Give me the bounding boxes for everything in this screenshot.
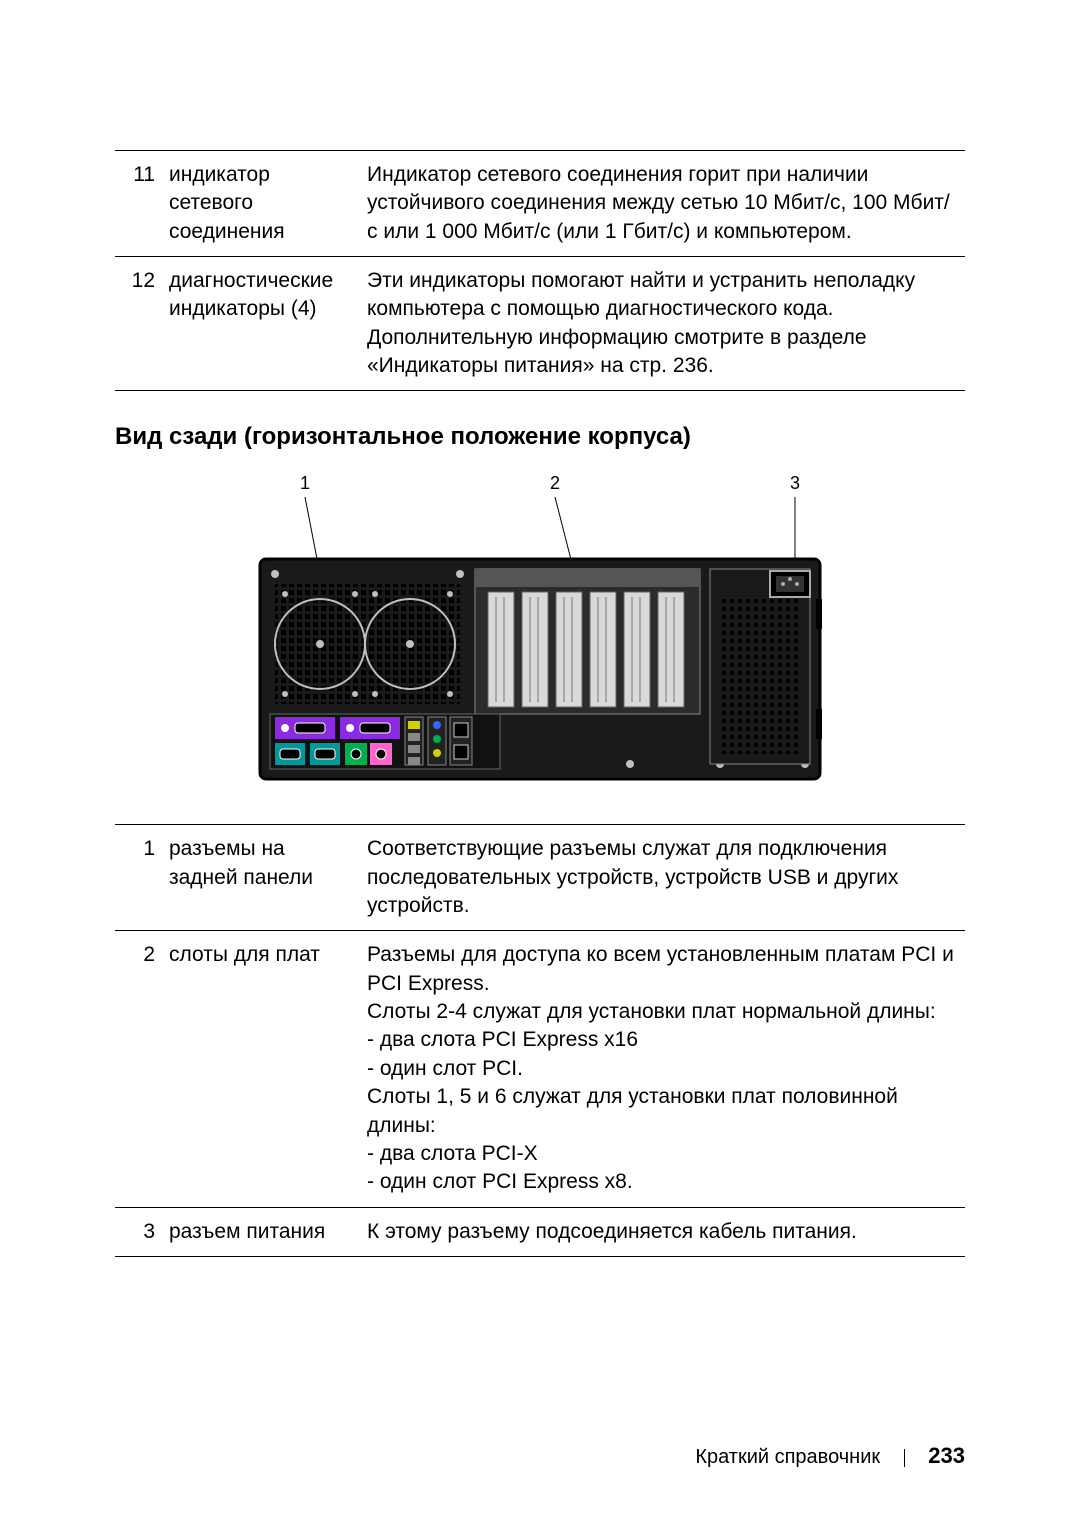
rear-view-diagram: 1 2 3 (240, 469, 840, 794)
row-term: индикатор сетевого соединения (169, 151, 367, 257)
page-footer: Краткий справочник 233 (695, 1443, 965, 1469)
row-number: 12 (115, 257, 169, 391)
row-description: К этому разъему подсоединяется кабель пи… (367, 1207, 965, 1256)
callout-2: 2 (550, 473, 560, 493)
bottom-reference-table: 1 разъемы на задней панели Соответствующ… (115, 824, 965, 1256)
page-number: 233 (928, 1443, 965, 1468)
callout-3: 3 (790, 473, 800, 493)
footer-section-label: Краткий справочник (695, 1446, 880, 1468)
footer-separator (904, 1449, 905, 1467)
row-term: слоты для плат (169, 931, 367, 1207)
top-reference-table: 11 индикатор сетевого соединения Индикат… (115, 150, 965, 391)
row-number: 3 (115, 1207, 169, 1256)
section-title: Вид сзади (горизонтальное положение корп… (115, 423, 965, 451)
table-row: 2 слоты для плат Разъемы для доступа ко … (115, 931, 965, 1207)
row-description: Эти индикаторы помогают найти и устранит… (367, 257, 965, 391)
table-row: 12 диагностические индикаторы (4) Эти ин… (115, 257, 965, 391)
row-number: 1 (115, 825, 169, 931)
row-description: Разъемы для доступа ко всем установленны… (367, 931, 965, 1207)
row-number: 11 (115, 151, 169, 257)
callout-1: 1 (300, 473, 310, 493)
row-description: Соответствующие разъемы служат для подкл… (367, 825, 965, 931)
row-term: разъем питания (169, 1207, 367, 1256)
table-row: 3 разъем питания К этому разъему подсоед… (115, 1207, 965, 1256)
row-term: разъемы на задней панели (169, 825, 367, 931)
table-row: 11 индикатор сетевого соединения Индикат… (115, 151, 965, 257)
row-description: Индикатор сетевого соединения горит при … (367, 151, 965, 257)
row-term: диагностические индикаторы (4) (169, 257, 367, 391)
table-row: 1 разъемы на задней панели Соответствующ… (115, 825, 965, 931)
row-number: 2 (115, 931, 169, 1207)
